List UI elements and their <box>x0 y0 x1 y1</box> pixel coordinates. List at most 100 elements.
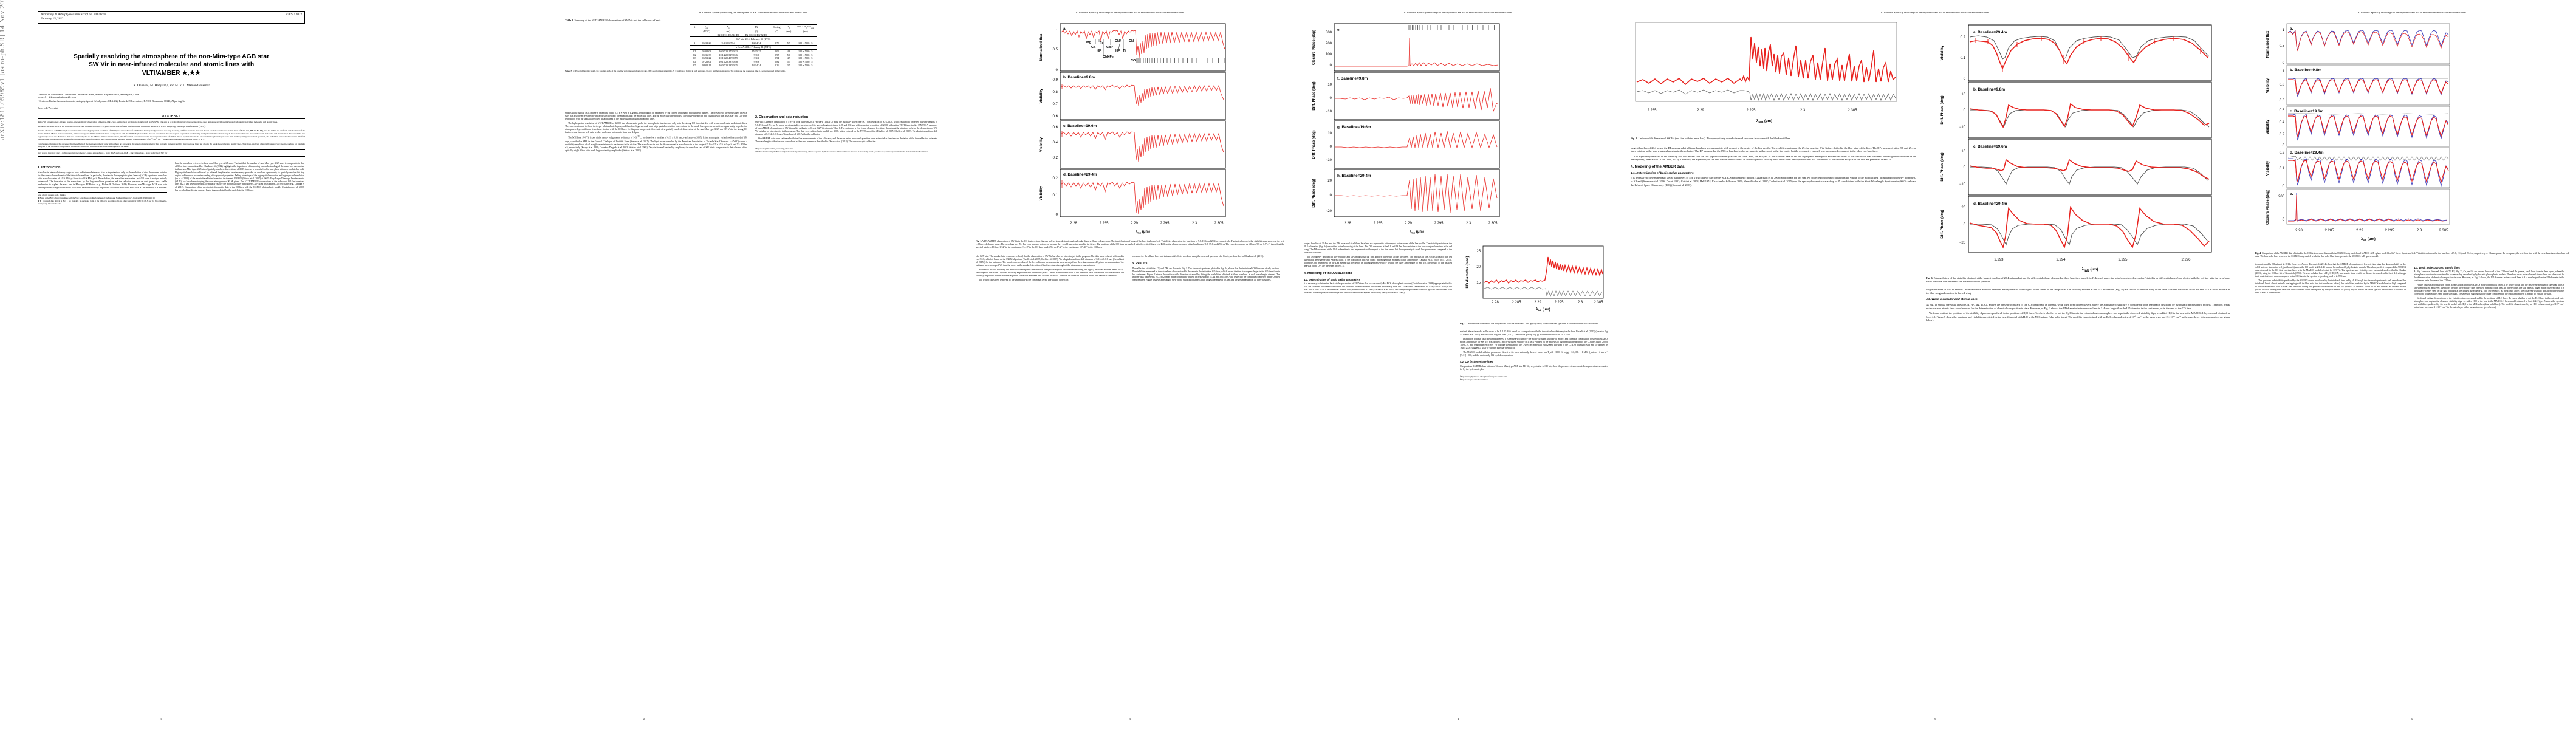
svg-text:2.28: 2.28 <box>1492 301 1499 304</box>
svg-text:2.3: 2.3 <box>1578 301 1583 304</box>
page2-column-left: studies show that the MOLsphere is exten… <box>565 112 747 154</box>
svg-text:10: 10 <box>1327 83 1332 87</box>
svg-text:0: 0 <box>1964 166 1966 169</box>
svg-text:0.5: 0.5 <box>2280 44 2285 48</box>
section-heading-introduction: 1. Introduction <box>38 166 61 170</box>
svg-text:Mg: Mg <box>1086 41 1092 44</box>
page-number-4: 4 <box>1457 717 1459 720</box>
svg-text:UD diameter (mas): UD diameter (mas) <box>1466 256 1470 288</box>
footnotes-page4: ³ https://users.physics.unc.edu/~gdwarf/… <box>1460 373 1608 381</box>
table-row: C3 06:51:22 10.19/20.40/30.59 3/3/3 0.94 4.… <box>693 56 813 60</box>
svg-text:0: 0 <box>2283 61 2285 65</box>
svg-text:0.6: 0.6 <box>2280 109 2285 112</box>
svg-text:2.285: 2.285 <box>2324 229 2334 233</box>
fig3-panel-a: a. Baseline=29.4m 0.2 0.1 0 Visibility <box>1941 24 2212 81</box>
page4-column-left: longest baseline of 29.4 m and the DPs m… <box>1304 242 1452 382</box>
page-5: K. Ohnaka: Spatially resolving the atmos… <box>1622 0 2248 729</box>
svg-text:2.3: 2.3 <box>1192 222 1197 225</box>
table-header-row-3: B2-C1/C1-D0/B2-D0 B2-C1/C1-D0/B2-D0 <box>690 33 817 38</box>
svg-text:Visibility: Visibility <box>1040 137 1043 152</box>
svg-text:Ca: Ca <box>1091 46 1096 49</box>
svg-text:λlab (μm): λlab (μm) <box>1410 230 1424 234</box>
section-heading-observation: 2. Observation and data reduction <box>755 115 809 119</box>
svg-text:Co?: Co? <box>1106 46 1113 49</box>
svg-text:2.305: 2.305 <box>1488 222 1498 225</box>
svg-text:0.1: 0.1 <box>2280 167 2285 171</box>
svg-text:0: 0 <box>1330 64 1332 67</box>
svg-text:0: 0 <box>2283 185 2285 188</box>
table-row: C2 05:36:38 10.14/20.32/30.46 9/9/9 0.97 5.… <box>693 53 813 56</box>
svg-text:2.285: 2.285 <box>1099 222 1109 225</box>
svg-text:CO: CO <box>1131 59 1136 63</box>
running-head-4: K. Ohnaka: Spatially resolving the atmos… <box>1403 11 1513 14</box>
svg-text:0.1: 0.1 <box>1961 56 1966 60</box>
page3-two-column-body: of a G2V star. The standard star was obs… <box>976 255 1284 284</box>
svg-text:a.: a. <box>2290 27 2293 31</box>
svg-text:10: 10 <box>1961 150 1965 154</box>
svg-text:HF: HF <box>1115 49 1120 53</box>
svg-text:−10: −10 <box>1326 159 1332 162</box>
abstract-heading: ABSTRACT <box>162 114 181 118</box>
svg-text:0: 0 <box>1964 223 1966 227</box>
abstract-rule-top <box>38 118 305 120</box>
page2-column-right: 2. Observation and data reduction Our VL… <box>755 112 937 154</box>
figure-1-phases-plot: e. 300 200 100 0 Closure Phase (deg) <box>1304 19 1612 238</box>
svg-text:a. Baseline=29.4m: a. Baseline=29.4m <box>1973 30 2007 35</box>
page6-col1-text: tospheric models (Ohnaka et al. 2012). H… <box>2255 262 2406 294</box>
svg-text:2.29: 2.29 <box>1405 222 1412 225</box>
subsection-4-3-page6: 4.3. Weak molecular and atomic lines <box>2414 265 2460 269</box>
table-row: 1 06:32:29 9.8/19.6/29.4 14/14/14 0.78 5… <box>690 41 817 46</box>
figure-1-plot: a. 1 0.5 0 Normalized flux Mg Ca Fe HF <box>976 19 1284 238</box>
svg-text:−20: −20 <box>1959 241 1966 245</box>
fig1-phases-x-axis: 2.28 2.285 2.29 2.295 2.3 2.305 λlab (μm) <box>1344 222 1498 234</box>
svg-text:0.2: 0.2 <box>2280 151 2285 155</box>
running-head-5: K. Ohnaka: Spatially resolving the atmos… <box>1880 11 1990 14</box>
svg-text:Fe: Fe <box>1100 41 1104 45</box>
page5-right-block: a. Baseline=29.4m 0.2 0.1 0 Visibility <box>1926 19 2230 324</box>
svg-text:Closure Phase (deg): Closure Phase (deg) <box>2266 190 2270 225</box>
svg-text:0.2: 0.2 <box>1053 156 1058 160</box>
table-caption: Table 1. Summary of the VLTI/AMBER obser… <box>565 19 662 22</box>
fig1-panel-c: c. Baseline=19.6m 0.6 0.4 0.2 Visibility <box>1040 120 1226 169</box>
svg-text:0: 0 <box>2283 218 2285 222</box>
svg-text:2.29: 2.29 <box>1131 222 1138 225</box>
fig1-panel-g: g. Baseline=19.6m 10 0 −10 Diff. Phase (… <box>1312 120 1500 169</box>
svg-text:2.3: 2.3 <box>1466 222 1471 225</box>
page-number-5: 5 <box>1934 717 1936 720</box>
svg-text:2.28: 2.28 <box>1344 222 1351 225</box>
fig4-panel-d: d. Baseline=29.4m 0.2 0.1 0 Visibility <box>2266 147 2450 188</box>
svg-text:0.6: 0.6 <box>1053 115 1058 118</box>
page-title: Spatially resolving the atmosphere of th… <box>73 53 270 77</box>
page-3: K. Ohnaka: Spatially resolving the atmos… <box>966 0 1294 729</box>
svg-text:0: 0 <box>1330 97 1332 100</box>
svg-text:2.305: 2.305 <box>1848 109 1857 112</box>
svg-text:−10: −10 <box>1326 110 1332 114</box>
svg-text:Visibility: Visibility <box>2266 119 2270 134</box>
page6-two-column-body: tospheric models (Ohnaka et al. 2012). H… <box>2255 263 2569 311</box>
svg-text:2.3: 2.3 <box>1800 109 1806 112</box>
affiliations: ¹ Instituto de Astronomía, Universidad C… <box>38 92 186 103</box>
section-heading-results: 3. Results <box>1132 261 1148 265</box>
svg-text:2.285: 2.285 <box>1647 109 1657 112</box>
svg-text:20: 20 <box>1327 179 1332 183</box>
copyright-notice: © ESO 2022 <box>286 13 302 16</box>
svg-text:20: 20 <box>1476 265 1481 269</box>
svg-text:λlab (μm): λlab (μm) <box>1136 230 1150 234</box>
page4-two-column-body: longest baseline of 29.4 m and the DPs m… <box>1304 242 1612 382</box>
page-4: K. Ohnaka: Spatially resolving the atmos… <box>1294 0 1622 729</box>
intro-col2-text: how the mass loss is driven in these non… <box>175 162 304 192</box>
svg-text:Diff. Phase (deg): Diff. Phase (deg) <box>1312 130 1316 159</box>
svg-text:c. Baseline=19.6m: c. Baseline=19.6m <box>1973 145 2007 149</box>
page2-col1-text: studies show that the MOLsphere is exten… <box>565 112 747 152</box>
figure-1-caption: Fig. 1. VLTI/AMBER observation of SW Vir… <box>976 240 1284 248</box>
page-number-1: 1 <box>160 717 162 720</box>
svg-text:0.2: 0.2 <box>2280 133 2285 137</box>
svg-text:0.2: 0.2 <box>1053 177 1058 180</box>
svg-text:λlab (μm): λlab (μm) <box>1536 308 1550 312</box>
footnotes-left: Send offprint requests to: K. Ohnaka ★ B… <box>38 191 167 205</box>
page-number-2: 2 <box>643 717 645 720</box>
svg-text:100: 100 <box>1326 53 1332 56</box>
svg-text:h. Baseline=29.4m: h. Baseline=29.4m <box>1337 174 1371 178</box>
table-notes: Notes. B_p: Projected baseline length. P… <box>565 70 786 73</box>
svg-text:e.: e. <box>1337 28 1341 32</box>
